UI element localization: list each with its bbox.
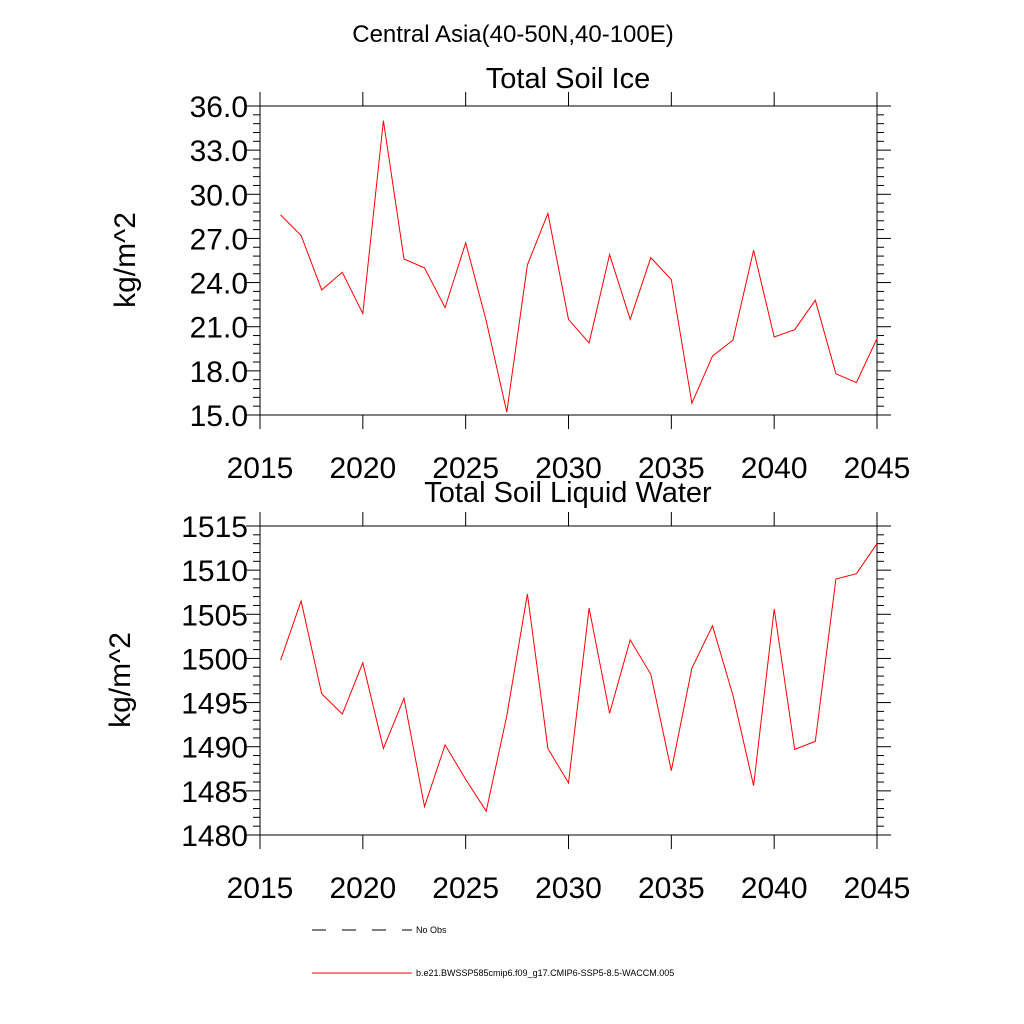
x-tick-label: 2035 — [638, 872, 705, 905]
x-tick-label: 2030 — [535, 872, 602, 905]
y-tick-label: 27.0 — [190, 223, 248, 256]
y-tick-label: 1505 — [181, 599, 248, 632]
y-tick-label: 18.0 — [190, 356, 248, 389]
series-group — [280, 543, 878, 813]
x-tick-label: 2030 — [535, 452, 602, 485]
y-tick-label: 1515 — [181, 511, 248, 544]
legend: No Obs b.e21.BWSSP585cmip6.f09_g17.CMIP6… — [312, 925, 674, 978]
x-tick-label: 2015 — [227, 452, 294, 485]
y-tick-label: 1480 — [181, 820, 248, 853]
y-tick-label: 21.0 — [190, 312, 248, 345]
axis-ticks: 2015 2020 2025 2030 2035 2040 2045 15.0 18.0 21.0… — [190, 91, 911, 485]
x-tick-label: 2020 — [329, 452, 396, 485]
x-tick-label: 2025 — [432, 452, 499, 485]
y-axis-label: kg/m^2 — [109, 212, 142, 308]
series-group — [280, 120, 878, 413]
y-tick-label: 15.0 — [190, 400, 248, 433]
y-tick-label: 1485 — [181, 776, 248, 809]
panel-title: Total Soil Ice — [486, 63, 650, 95]
panel-title: Total Soil Liquid Water — [424, 477, 712, 509]
x-tick-label: 2020 — [329, 872, 396, 905]
y-tick-label: 1495 — [181, 688, 248, 721]
x-tick-label: 2015 — [227, 872, 294, 905]
x-tick-label: 2035 — [638, 452, 705, 485]
x-tick-label: 2045 — [844, 452, 911, 485]
axis-ticks: 2015 2020 2025 2030 2035 2040 2045 1480 1485 1490… — [181, 511, 910, 905]
y-tick-label: 24.0 — [190, 268, 248, 301]
y-tick-label: 1490 — [181, 732, 248, 765]
x-tick-label: 2025 — [432, 872, 499, 905]
y-tick-label: 1510 — [181, 555, 248, 588]
y-tick-label: 36.0 — [190, 91, 248, 124]
panel-soil-liquid-water: Total Soil Liquid Water kg/m^2 2015 2020 2… — [104, 477, 910, 905]
y-tick-label: 30.0 — [190, 179, 248, 212]
series-line — [280, 543, 878, 813]
y-axis-label: kg/m^2 — [104, 632, 137, 728]
plot-frame — [259, 105, 878, 416]
series-line — [280, 120, 878, 413]
x-tick-label: 2040 — [741, 452, 808, 485]
y-tick-label: 1500 — [181, 643, 248, 676]
x-tick-label: 2040 — [741, 872, 808, 905]
panel-soil-ice: Total Soil Ice kg/m^2 2015 2020 2025 2030 20… — [109, 63, 910, 485]
legend-label-model: b.e21.BWSSP585cmip6.f09_g17.CMIP6-SSP5-8… — [416, 968, 674, 978]
legend-label-no-obs: No Obs — [416, 925, 447, 935]
figure-suptitle: Central Asia(40-50N,40-100E) — [352, 21, 674, 48]
y-tick-label: 33.0 — [190, 135, 248, 168]
x-tick-label: 2045 — [844, 872, 911, 905]
